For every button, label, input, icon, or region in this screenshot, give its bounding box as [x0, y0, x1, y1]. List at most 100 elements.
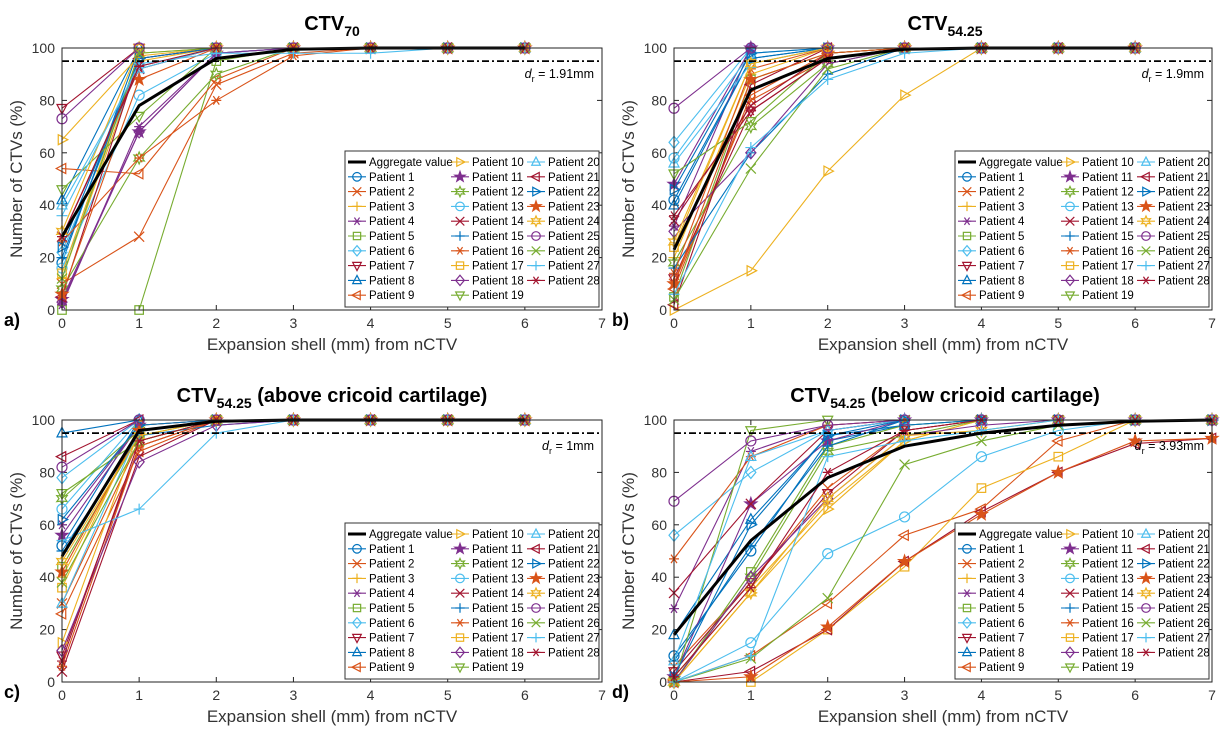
legend-label: Patient 3 — [369, 201, 414, 213]
legend-box — [344, 522, 600, 680]
legend-marker — [962, 543, 972, 554]
legend-label: Patient 1 — [979, 172, 1024, 184]
data-point — [746, 47, 758, 60]
legend-marker — [962, 217, 972, 226]
legend-marker — [961, 274, 973, 285]
y-tick-label: 0 — [47, 674, 55, 690]
legend-label: Patient 25 — [1158, 231, 1210, 243]
data-point — [822, 482, 834, 494]
legend-entry: Patient 7 — [958, 633, 1024, 645]
x-tick-label: 4 — [367, 315, 375, 331]
legend-label: Patient 1 — [979, 544, 1024, 556]
x-tick-label: 6 — [1131, 315, 1139, 331]
data-point — [286, 412, 300, 428]
legend-marker — [352, 543, 362, 554]
legend-entry: Patient 12 — [1061, 556, 1134, 571]
x-tick-label: 2 — [824, 687, 832, 703]
data-point — [897, 529, 909, 542]
legend-entry: Patient 12 — [451, 556, 524, 571]
y-tick-label: 40 — [39, 197, 55, 213]
legend-entry: Patient 16 — [1061, 618, 1134, 630]
legend-entry: Patient 5 — [958, 603, 1024, 615]
legend-label: Patient 27 — [1158, 633, 1210, 645]
legend-marker — [352, 603, 362, 613]
legend-label: Patient 10 — [1082, 157, 1134, 169]
data-point — [823, 165, 835, 178]
data-point — [745, 498, 757, 510]
legend-marker — [1141, 246, 1151, 256]
data-point — [974, 40, 988, 56]
chart-title-subscript: 70 — [344, 23, 360, 39]
legend-label: Patient 7 — [369, 261, 414, 273]
legend-label: Patient 3 — [979, 573, 1024, 585]
legend-marker — [351, 244, 363, 257]
y-tick-label: 40 — [39, 569, 55, 585]
legend-label: Patient 8 — [979, 275, 1024, 287]
y-tick-label: 80 — [651, 464, 667, 480]
data-point — [1127, 432, 1143, 448]
legend-marker — [455, 201, 465, 212]
legend-entry: Patient 17 — [451, 633, 524, 645]
data-point — [745, 106, 756, 116]
dr-value: = 1.91mm — [535, 67, 594, 81]
dr-subscript: r — [1149, 74, 1152, 84]
legend-marker — [530, 155, 542, 166]
legend-entry: Patient 13 — [451, 573, 524, 585]
legend-entry: Patient 18 — [451, 274, 524, 287]
legend-entry: Patient 20 — [1137, 155, 1210, 169]
legend-marker — [962, 589, 972, 598]
x-axis-label: Expansion shell (mm) from nCTV — [207, 707, 458, 726]
legend-marker — [531, 231, 541, 241]
legend-entry: Patient 24 — [527, 214, 600, 228]
legend-label: Patient 19 — [472, 290, 524, 302]
legend-marker — [530, 586, 542, 600]
data-point — [743, 668, 759, 684]
data-point — [821, 489, 834, 501]
legend-marker — [960, 289, 971, 301]
legend-entry: Patient 1 — [958, 544, 1024, 556]
data-point — [133, 111, 146, 124]
y-tick-label: 60 — [651, 145, 667, 161]
dr-value: = 1.9mm — [1152, 67, 1204, 81]
legend-entry: Patient 2 — [348, 187, 414, 199]
data-point — [899, 435, 911, 447]
y-tick-label: 80 — [651, 92, 667, 108]
legend-label: Patient 20 — [548, 157, 600, 169]
data-point — [975, 415, 988, 428]
legend-entry: Patient 11 — [451, 541, 523, 556]
legend-entry: Patient 7 — [348, 261, 414, 273]
legend-entry: Patient 17 — [1061, 261, 1134, 273]
legend-marker — [962, 558, 972, 569]
legend-marker — [529, 171, 540, 183]
y-axis-label: Number of CTVs (%) — [7, 100, 26, 258]
legend-marker — [530, 527, 542, 538]
data-point — [745, 583, 756, 593]
chart-title: CTV54.25 (below cricoid cartilage) — [790, 385, 1100, 411]
y-tick-label: 40 — [651, 569, 667, 585]
legend-marker — [1065, 261, 1075, 270]
x-tick-label: 0 — [58, 315, 66, 331]
series-line — [674, 419, 1212, 683]
legend-marker — [454, 274, 466, 287]
legend-label: Patient 11 — [1082, 172, 1133, 184]
legend-label: Patient 26 — [548, 246, 600, 258]
y-tick-label: 80 — [39, 92, 55, 108]
legend-label: Patient 5 — [979, 603, 1024, 615]
x-tick-label: 3 — [290, 315, 298, 331]
legend-label: Patient 24 — [548, 588, 600, 600]
x-tick-label: 1 — [135, 315, 143, 331]
legend-entry: Patient 25 — [527, 231, 600, 243]
dr-annotation: dr = 1.91mm — [525, 67, 594, 84]
data-point — [134, 436, 145, 446]
legend-label: Aggregate value — [369, 157, 453, 169]
legend-marker — [352, 201, 362, 212]
legend-marker — [1139, 571, 1153, 585]
legend-entry: Patient 27 — [1137, 633, 1210, 645]
legend-entry: Patient 21 — [1137, 171, 1210, 184]
legend-marker — [1063, 541, 1077, 555]
legend-label: Patient 7 — [979, 633, 1024, 645]
legend-marker — [961, 633, 973, 644]
legend: Aggregate value Patient 1 Patient 2 Patient… — [344, 522, 600, 680]
chart-title-main: CTV — [304, 13, 345, 35]
